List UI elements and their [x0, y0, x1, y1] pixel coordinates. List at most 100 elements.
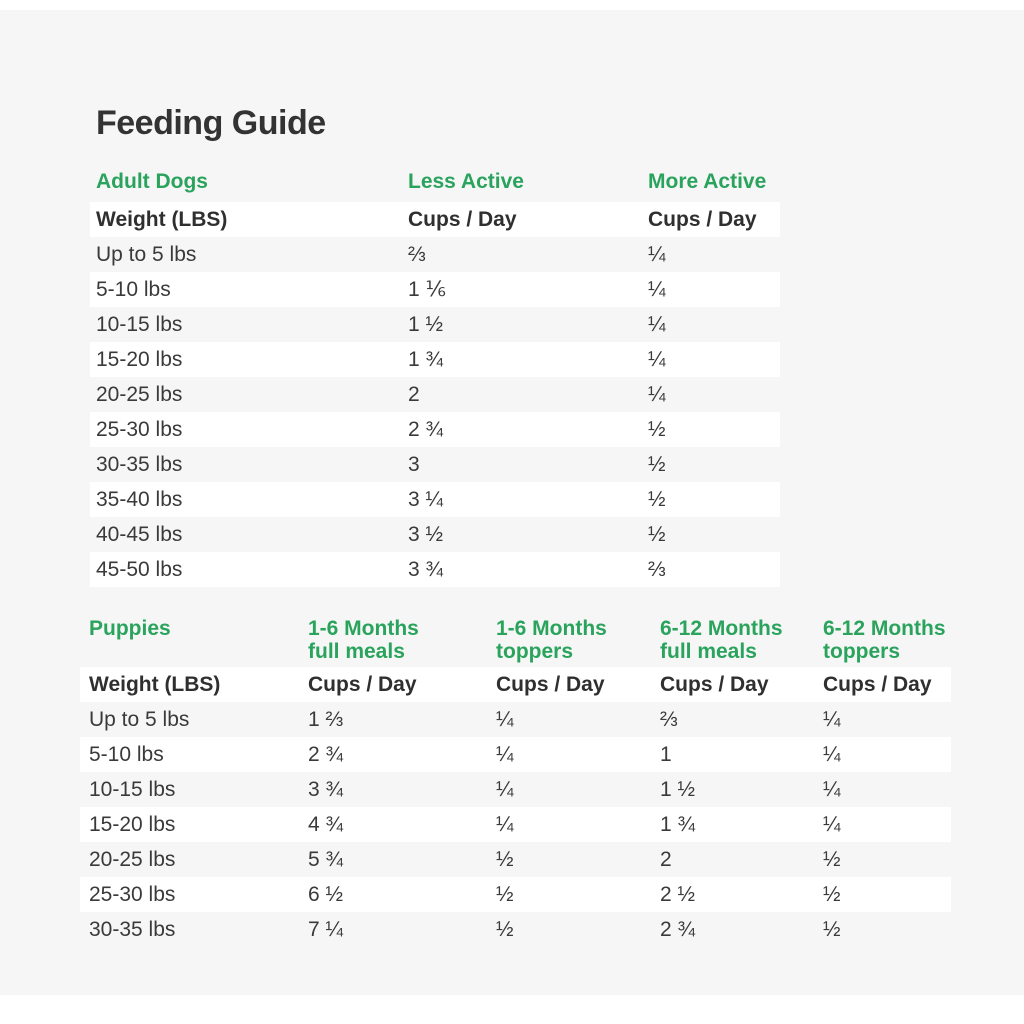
cups-cell: ¼: [823, 742, 841, 766]
table-row: 25-30 lbs 2 ¾ ½: [90, 412, 780, 447]
table-row: 40-45 lbs 3 ½ ½: [90, 517, 780, 552]
weight-cell: 5-10 lbs: [89, 742, 164, 766]
cups-cell: 1 ⅔: [308, 707, 344, 731]
cups-cell: 3 ¾: [308, 777, 344, 801]
adult-section-label: Adult Dogs: [96, 170, 208, 193]
cups-cell: ¼: [823, 812, 841, 836]
weight-cell: 45-50 lbs: [96, 557, 183, 581]
column-header-line: 6-12 Months: [823, 617, 946, 640]
puppies-col-6-12-full-meals: 6-12 Months full meals: [660, 617, 823, 663]
page-title: Feeding Guide: [96, 104, 326, 142]
puppies-col-6-12-toppers: 6-12 Months toppers: [823, 617, 951, 663]
column-header-line: full meals: [660, 640, 757, 663]
adult-dogs-table: Adult Dogs Less Active More Active Weigh…: [90, 170, 780, 587]
weight-cell: 20-25 lbs: [89, 847, 176, 871]
cups-cell: ¼: [648, 347, 666, 371]
cups-per-day-header: Cups / Day: [308, 672, 417, 696]
cups-per-day-header: Cups / Day: [648, 207, 757, 231]
cups-cell: ¼: [496, 777, 514, 801]
cups-cell: 4 ¾: [308, 812, 344, 836]
weight-cell: 35-40 lbs: [96, 487, 183, 511]
weight-cell: 40-45 lbs: [96, 522, 183, 546]
puppies-col-1-6-toppers: 1-6 Months toppers: [496, 617, 660, 663]
cups-cell: ¼: [496, 812, 514, 836]
table-row: 20-25 lbs 5 ¾ ½ 2 ½: [80, 842, 951, 877]
column-header-line: toppers: [823, 640, 901, 663]
puppies-section-label: Puppies: [89, 617, 171, 640]
puppies-header-row: Puppies 1-6 Months full meals 1-6 Months…: [80, 617, 951, 667]
weight-column-header: Weight (LBS): [96, 207, 228, 231]
column-header-line: 1-6 Months: [496, 617, 607, 640]
cups-cell: ⅔: [648, 557, 666, 581]
cups-cell: 2 ½: [660, 882, 696, 906]
adult-header-row: Adult Dogs Less Active More Active: [90, 170, 780, 202]
cups-cell: 1 ¾: [408, 347, 444, 371]
puppies-col-1-6-full-meals: 1-6 Months full meals: [308, 617, 496, 663]
table-row: 45-50 lbs 3 ¾ ⅔: [90, 552, 780, 587]
table-row: 30-35 lbs 3 ½: [90, 447, 780, 482]
feeding-guide-panel: Feeding Guide Adult Dogs Less Active Mor…: [0, 10, 1024, 995]
cups-per-day-header: Cups / Day: [823, 672, 932, 696]
table-row: 15-20 lbs 1 ¾ ¼: [90, 342, 780, 377]
cups-cell: 2 ¾: [660, 917, 696, 941]
cups-cell: ½: [823, 882, 841, 906]
cups-cell: ½: [496, 847, 514, 871]
cups-per-day-header: Cups / Day: [496, 672, 605, 696]
cups-cell: ¼: [496, 742, 514, 766]
cups-cell: ⅔: [660, 707, 678, 731]
cups-cell: 6 ½: [308, 882, 344, 906]
weight-cell: 30-35 lbs: [89, 917, 176, 941]
weight-cell: 15-20 lbs: [89, 812, 176, 836]
weight-cell: Up to 5 lbs: [96, 242, 197, 266]
cups-cell: ½: [648, 417, 666, 441]
cups-cell: ½: [648, 522, 666, 546]
weight-cell: 10-15 lbs: [96, 312, 183, 336]
cups-cell: ½: [648, 487, 666, 511]
column-header-line: full meals: [308, 640, 405, 663]
table-row: 10-15 lbs 3 ¾ ¼ 1 ½ ¼: [80, 772, 951, 807]
cups-cell: ½: [648, 452, 666, 476]
table-row: 5-10 lbs 1 ⅙ ¼: [90, 272, 780, 307]
column-header-line: 6-12 Months: [660, 617, 783, 640]
cups-cell: ¼: [823, 707, 841, 731]
cups-cell: ¼: [496, 707, 514, 731]
cups-cell: 1 ½: [660, 777, 696, 801]
adult-rows: Up to 5 lbs ⅔ ¼ 5-10 lbs 1 ⅙ ¼ 10-15 lbs…: [90, 237, 780, 587]
cups-cell: ½: [823, 917, 841, 941]
weight-cell: 25-30 lbs: [89, 882, 176, 906]
weight-cell: 20-25 lbs: [96, 382, 183, 406]
cups-cell: 7 ¼: [308, 917, 344, 941]
cups-cell: 2 ¾: [408, 417, 444, 441]
cups-cell: 1: [660, 742, 672, 766]
table-row: 5-10 lbs 2 ¾ ¼ 1 ¼: [80, 737, 951, 772]
cups-cell: 5 ¾: [308, 847, 344, 871]
cups-cell: 3 ½: [408, 522, 444, 546]
cups-cell: ¼: [648, 242, 666, 266]
puppies-table: Puppies 1-6 Months full meals 1-6 Months…: [80, 617, 951, 947]
cups-cell: ⅔: [408, 242, 426, 266]
weight-cell: 5-10 lbs: [96, 277, 171, 301]
adult-col-more-active: More Active: [648, 170, 767, 193]
weight-cell: 30-35 lbs: [96, 452, 183, 476]
cups-cell: 3: [408, 452, 420, 476]
table-row: 15-20 lbs 4 ¾ ¼ 1 ¾ ¼: [80, 807, 951, 842]
cups-cell: ½: [496, 917, 514, 941]
table-row: 20-25 lbs 2 ¼: [90, 377, 780, 412]
cups-cell: 2: [660, 847, 672, 871]
cups-cell: 2 ¾: [308, 742, 344, 766]
column-header-line: 1-6 Months: [308, 617, 419, 640]
cups-cell: 2: [408, 382, 420, 406]
cups-cell: ½: [823, 847, 841, 871]
adult-subheader-row: Weight (LBS) Cups / Day Cups / Day: [90, 202, 780, 237]
weight-cell: 25-30 lbs: [96, 417, 183, 441]
weight-cell: 15-20 lbs: [96, 347, 183, 371]
puppies-subheader-row: Weight (LBS) Cups / Day Cups / Day Cups …: [80, 667, 951, 702]
cups-cell: 1 ¾: [660, 812, 696, 836]
adult-col-less-active: Less Active: [408, 170, 524, 193]
puppies-rows: Up to 5 lbs 1 ⅔ ¼ ⅔ ¼ 5-10 lbs 2 ¾ ¼ 1 ¼…: [80, 702, 951, 947]
table-row: 25-30 lbs 6 ½ ½ 2 ½ ½: [80, 877, 951, 912]
weight-cell: Up to 5 lbs: [89, 707, 190, 731]
cups-cell: ¼: [648, 277, 666, 301]
table-row: 35-40 lbs 3 ¼ ½: [90, 482, 780, 517]
table-row: Up to 5 lbs ⅔ ¼: [90, 237, 780, 272]
